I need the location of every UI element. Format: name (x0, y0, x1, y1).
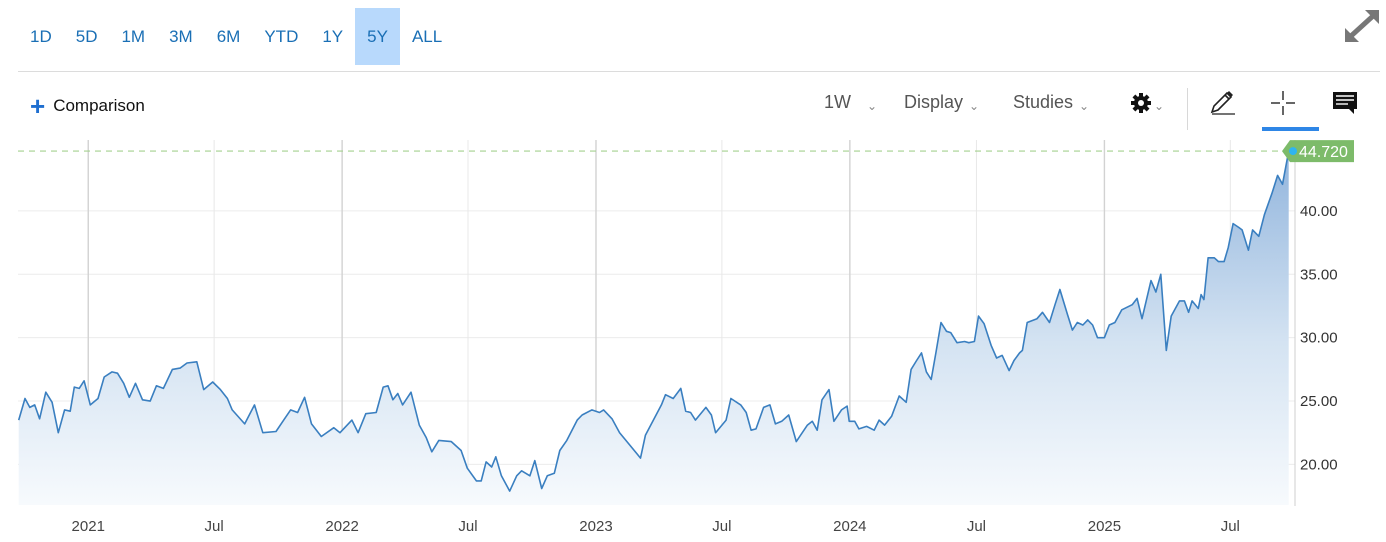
range-3m[interactable]: 3M (169, 26, 193, 46)
crosshair-tool-button[interactable] (1270, 90, 1296, 121)
axis-ticks: 40.00 35.00 30.00 25.00 20.00 2021 Jul 2022 Jul 2… (72, 203, 1338, 535)
x-tick-label: 2021 (72, 518, 105, 535)
interval-label: 1W (824, 92, 851, 112)
annotation-tool-button[interactable] (1332, 91, 1358, 120)
range-5y[interactable]: 5Y (355, 8, 400, 65)
chevron-down-icon: ⌄ (867, 98, 878, 113)
last-price-marker: 44.720 (18, 140, 1354, 163)
x-tick-label: 2024 (833, 518, 866, 535)
y-tick-label: 25.00 (1300, 393, 1338, 410)
x-tick-label: Jul (967, 518, 986, 535)
range-6m[interactable]: 6M (216, 26, 241, 46)
y-tick-label: 20.00 (1300, 456, 1338, 473)
x-tick-label: 2022 (325, 518, 358, 535)
header-divider (18, 71, 1380, 72)
studies-label: Studies (1013, 92, 1074, 112)
crosshair-icon (1271, 91, 1295, 115)
x-tick-label: 2025 (1088, 518, 1121, 535)
toolbar-separator (1187, 88, 1188, 130)
range-ytd[interactable]: YTD (264, 26, 299, 46)
draw-tool-button[interactable] (1208, 90, 1238, 121)
range-5d[interactable]: 5D (75, 26, 98, 46)
price-line (17, 150, 1290, 492)
x-tick-label: Jul (1221, 518, 1240, 535)
price-area-fill (18, 151, 1289, 505)
range-1d[interactable]: 1D (30, 26, 52, 46)
range-1m[interactable]: 1M (121, 26, 146, 46)
active-tool-indicator (1262, 127, 1319, 131)
x-tick-label: Jul (712, 518, 731, 535)
y-tick-label: 30.00 (1300, 330, 1338, 347)
x-tick-label: 2023 (579, 518, 612, 535)
x-tick-label: Jul (458, 518, 477, 535)
chevron-down-icon: ⌄ (1154, 99, 1165, 113)
display-label: Display (904, 92, 964, 112)
pencil-icon (1210, 91, 1235, 115)
chevron-down-icon: ⌄ (1079, 98, 1090, 113)
chevron-down-icon: ⌄ (969, 98, 980, 113)
plus-icon: + (30, 91, 46, 121)
last-price-tag (1282, 140, 1354, 163)
range-all[interactable]: ALL (411, 26, 443, 46)
gear-icon (1131, 93, 1151, 113)
comment-icon (1333, 92, 1357, 114)
interval-dropdown[interactable]: 1W ⌄ (824, 92, 877, 113)
y-tick-label: 40.00 (1300, 203, 1338, 220)
comparison-label: Comparison (53, 96, 145, 115)
comparison-button[interactable]: + Comparison (30, 91, 145, 121)
range-selector: 1D 5D 1M 3M 6M YTD 1Y 5Y ALL (18, 8, 454, 65)
display-dropdown[interactable]: Display ⌄ (904, 92, 979, 113)
area-layer (17, 150, 1290, 505)
range-1y[interactable]: 1Y (322, 26, 344, 46)
settings-dropdown[interactable]: ⌄ (1130, 92, 1164, 114)
expand-icon[interactable] (1343, 8, 1381, 44)
last-price-label: 44.720 (1299, 144, 1348, 161)
last-price-dot (1289, 147, 1297, 156)
studies-dropdown[interactable]: Studies ⌄ (1013, 92, 1089, 113)
x-tick-label: Jul (205, 518, 224, 535)
y-tick-label: 35.00 (1300, 266, 1338, 283)
